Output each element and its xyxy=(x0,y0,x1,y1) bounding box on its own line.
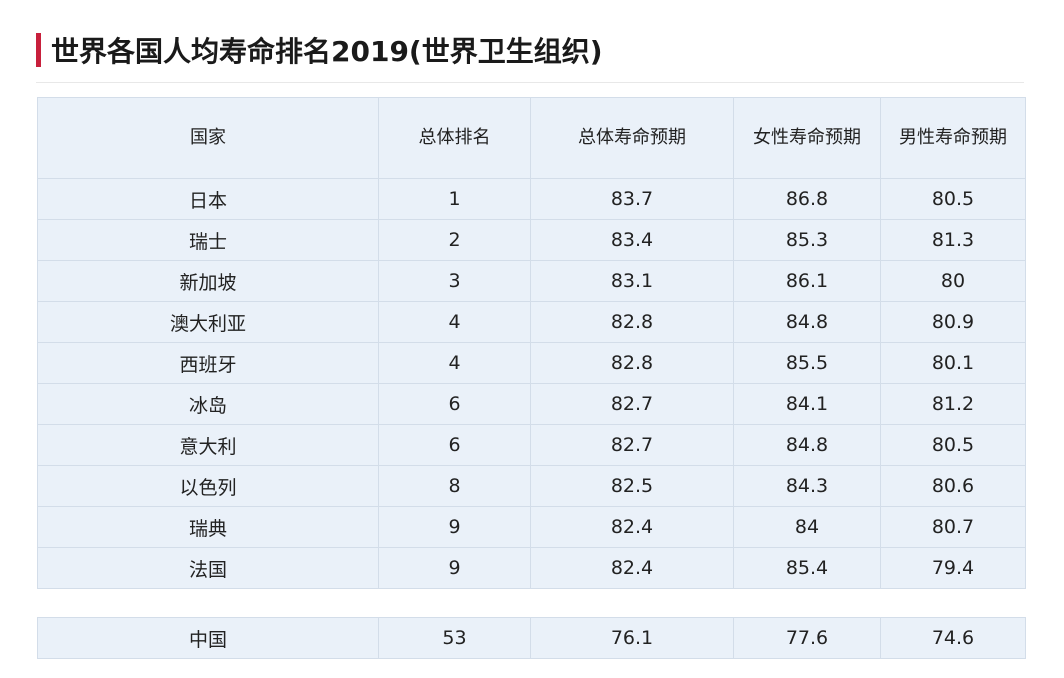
table-row: 西班牙 4 82.8 85.5 80.1 xyxy=(37,342,1026,384)
life-expectancy-table: 国家 总体排名 总体寿命预期 女性寿命预期 男性寿命预期 日本 1 83.7 86.8… xyxy=(37,97,1026,589)
cell: 中国 xyxy=(37,617,379,659)
cell: 82.5 xyxy=(530,465,734,507)
cell: 79.4 xyxy=(880,547,1026,589)
cell: 8 xyxy=(378,465,531,507)
header-overall: 总体寿命预期 xyxy=(530,97,734,179)
cell: 84.8 xyxy=(733,424,881,466)
title-accent-bar xyxy=(36,33,41,67)
cell: 澳大利亚 xyxy=(37,301,379,343)
cell: 80.9 xyxy=(880,301,1026,343)
cell: 84.3 xyxy=(733,465,881,507)
cell: 74.6 xyxy=(880,617,1026,659)
header-country: 国家 xyxy=(37,97,379,179)
header-row: 国家 总体排名 总体寿命预期 女性寿命预期 男性寿命预期 xyxy=(37,97,1026,179)
table-row-china: 中国 53 76.1 77.6 74.6 xyxy=(37,617,1026,659)
table-row: 日本 1 83.7 86.8 80.5 xyxy=(37,178,1026,220)
cell: 80.5 xyxy=(880,424,1026,466)
cell: 82.4 xyxy=(530,547,734,589)
cell: 1 xyxy=(378,178,531,220)
table-row: 新加坡 3 83.1 86.1 80 xyxy=(37,260,1026,302)
cell: 82.7 xyxy=(530,383,734,425)
cell: 80.5 xyxy=(880,178,1026,220)
china-table: 中国 53 76.1 77.6 74.6 xyxy=(37,617,1026,659)
header-rank: 总体排名 xyxy=(378,97,531,179)
cell: 83.1 xyxy=(530,260,734,302)
title-text: 世界各国人均寿命排名2019(世界卫生组织) xyxy=(51,35,603,68)
cell: 以色列 xyxy=(37,465,379,507)
cell: 81.3 xyxy=(880,219,1026,261)
cell: 84.1 xyxy=(733,383,881,425)
cell: 4 xyxy=(378,342,531,384)
cell: 西班牙 xyxy=(37,342,379,384)
header-female: 女性寿命预期 xyxy=(733,97,881,179)
cell: 法国 xyxy=(37,547,379,589)
cell: 冰岛 xyxy=(37,383,379,425)
cell: 82.8 xyxy=(530,342,734,384)
cell: 日本 xyxy=(37,178,379,220)
cell: 86.8 xyxy=(733,178,881,220)
cell: 80.1 xyxy=(880,342,1026,384)
cell: 84.8 xyxy=(733,301,881,343)
cell: 84 xyxy=(733,506,881,548)
cell: 80.7 xyxy=(880,506,1026,548)
cell: 77.6 xyxy=(733,617,881,659)
cell: 瑞士 xyxy=(37,219,379,261)
cell: 82.7 xyxy=(530,424,734,466)
cell: 85.4 xyxy=(733,547,881,589)
divider xyxy=(36,82,1024,83)
cell: 83.4 xyxy=(530,219,734,261)
cell: 3 xyxy=(378,260,531,302)
cell: 76.1 xyxy=(530,617,734,659)
cell: 9 xyxy=(378,547,531,589)
cell: 85.5 xyxy=(733,342,881,384)
cell: 81.2 xyxy=(880,383,1026,425)
cell: 83.7 xyxy=(530,178,734,220)
cell: 80.6 xyxy=(880,465,1026,507)
table-row: 瑞典 9 82.4 84 80.7 xyxy=(37,506,1026,548)
table-row: 冰岛 6 82.7 84.1 81.2 xyxy=(37,383,1026,425)
cell: 2 xyxy=(378,219,531,261)
cell: 6 xyxy=(378,424,531,466)
cell: 6 xyxy=(378,383,531,425)
cell: 意大利 xyxy=(37,424,379,466)
table-row: 瑞士 2 83.4 85.3 81.3 xyxy=(37,219,1026,261)
cell: 80 xyxy=(880,260,1026,302)
cell: 9 xyxy=(378,506,531,548)
header-male: 男性寿命预期 xyxy=(880,97,1026,179)
table-row: 意大利 6 82.7 84.8 80.5 xyxy=(37,424,1026,466)
table-row: 以色列 8 82.5 84.3 80.6 xyxy=(37,465,1026,507)
page-title: 世界各国人均寿命排名2019(世界卫生组织) xyxy=(36,30,603,70)
table-row: 澳大利亚 4 82.8 84.8 80.9 xyxy=(37,301,1026,343)
cell: 瑞典 xyxy=(37,506,379,548)
cell: 82.4 xyxy=(530,506,734,548)
cell: 85.3 xyxy=(733,219,881,261)
table-row: 法国 9 82.4 85.4 79.4 xyxy=(37,547,1026,589)
cell: 新加坡 xyxy=(37,260,379,302)
cell: 82.8 xyxy=(530,301,734,343)
cell: 53 xyxy=(378,617,531,659)
cell: 86.1 xyxy=(733,260,881,302)
cell: 4 xyxy=(378,301,531,343)
